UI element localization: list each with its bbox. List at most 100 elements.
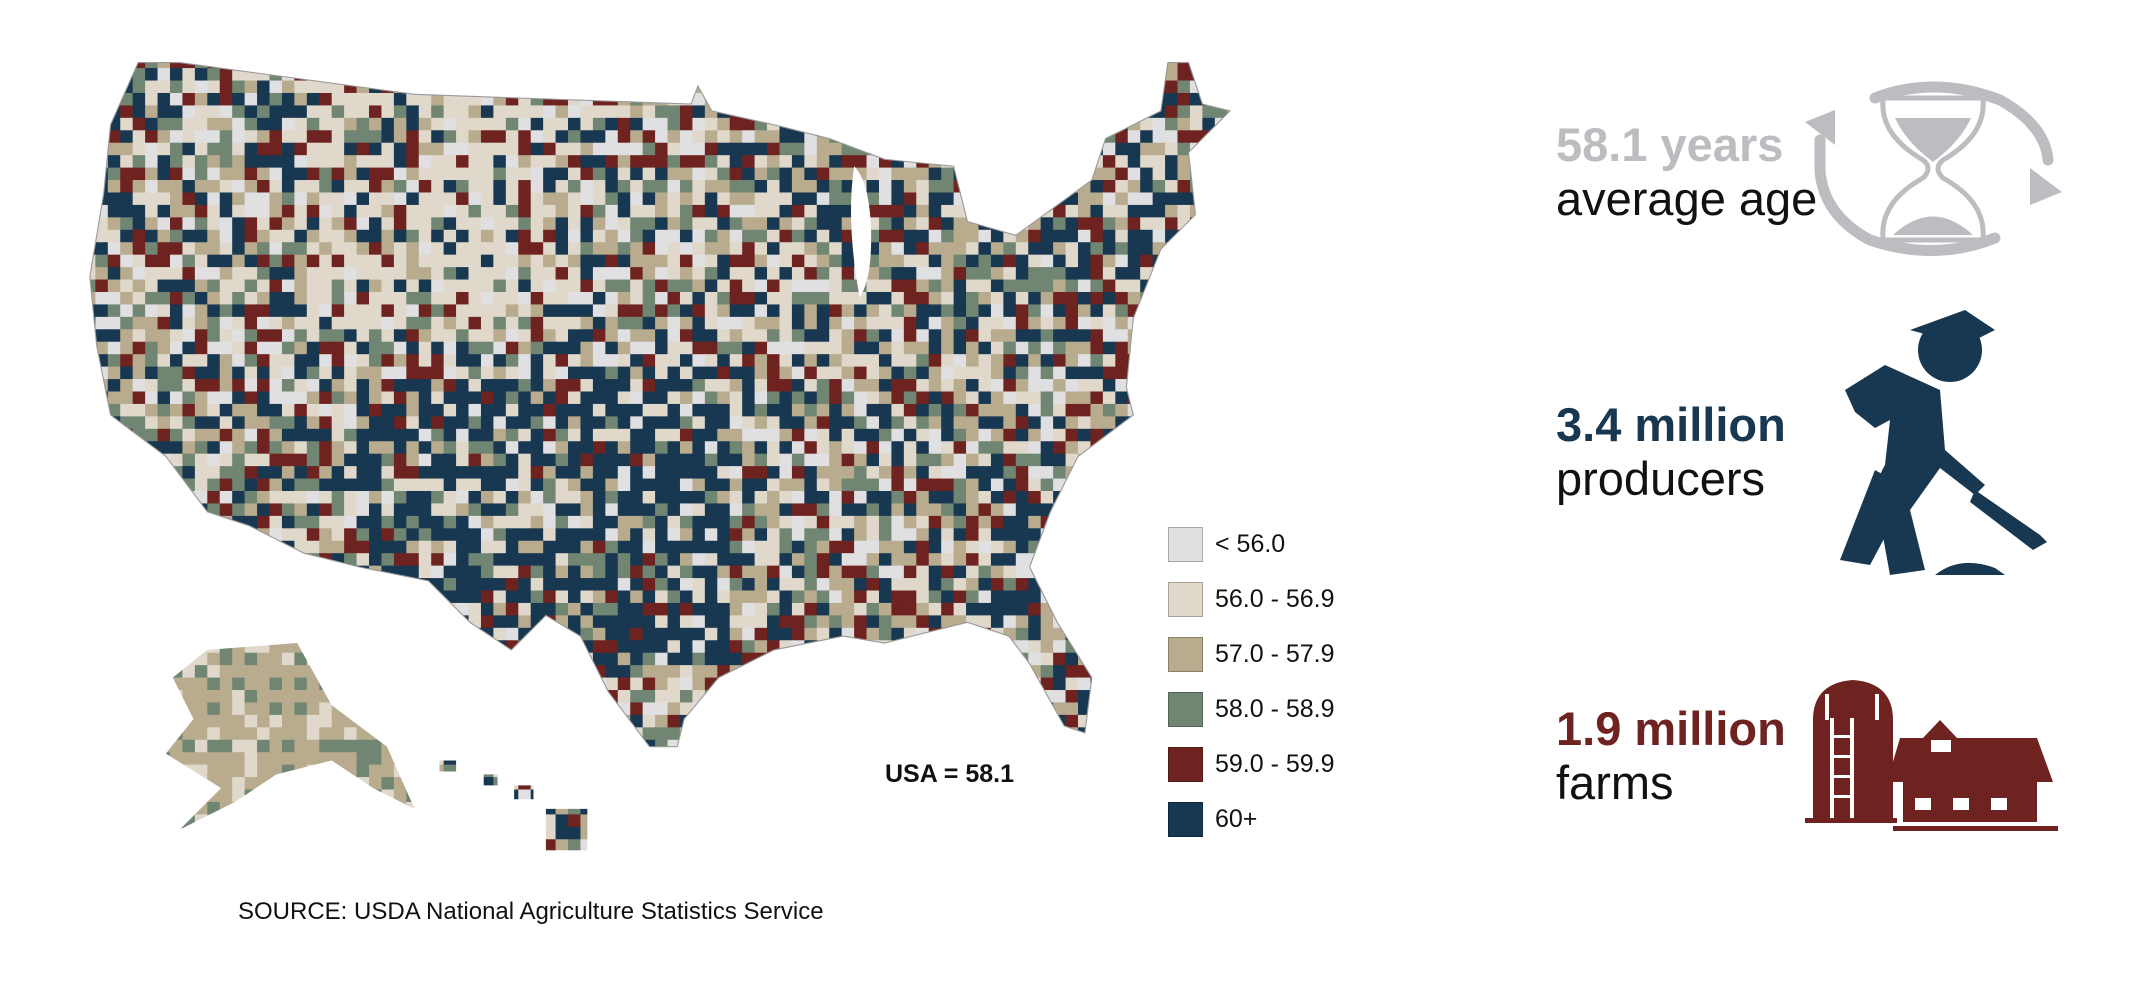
- county-cell: [406, 155, 420, 169]
- county-cell: [742, 341, 756, 355]
- county-cell: [717, 677, 731, 691]
- county-cell: [244, 192, 258, 206]
- county-cell: [1102, 503, 1116, 517]
- county-cell: [592, 379, 606, 392]
- county-cell: [294, 204, 308, 218]
- county-cell: [145, 627, 158, 641]
- county-cell: [1127, 503, 1141, 517]
- county-cell: [1003, 578, 1017, 591]
- county-cell: [854, 403, 867, 417]
- county-cell: [406, 627, 420, 641]
- county-cell: [655, 491, 668, 504]
- county-cell: [406, 341, 420, 355]
- county-cell: [406, 528, 420, 542]
- county-cell: [1078, 279, 1091, 293]
- county-cell: [1015, 515, 1029, 529]
- county-cell: [431, 403, 445, 417]
- county-cell: [1053, 68, 1066, 81]
- county-cell: [779, 428, 793, 442]
- county-cell: [692, 366, 706, 380]
- county-cell: [1189, 441, 1203, 455]
- county-cell: [1202, 217, 1216, 231]
- county-cell: [916, 652, 930, 666]
- county-cell: [754, 565, 768, 579]
- county-cell: [1065, 590, 1079, 604]
- county-cell: [543, 602, 556, 616]
- county-cell: [1177, 267, 1191, 280]
- county-cell: [704, 279, 718, 293]
- county-cell: [381, 515, 395, 529]
- county-cell: [543, 578, 556, 591]
- county-cell: [704, 304, 718, 318]
- county-cell: [219, 68, 233, 81]
- county-cell: [941, 677, 955, 691]
- county-cell: [978, 540, 992, 554]
- county-cell: [406, 540, 420, 554]
- county-cell: [617, 403, 631, 417]
- county-cell: [431, 155, 445, 169]
- county-cell: [816, 553, 830, 567]
- county-cell: [530, 180, 544, 193]
- county-cell: [891, 565, 905, 579]
- county-cell: [89, 540, 96, 554]
- county-cell: [555, 229, 569, 243]
- county-cell: [1214, 428, 1228, 442]
- county-cell: [605, 565, 619, 579]
- county-cell: [1053, 366, 1066, 380]
- county-cell: [89, 652, 96, 666]
- county-cell: [592, 316, 606, 330]
- county-cell: [468, 105, 482, 119]
- county-cell: [742, 180, 756, 193]
- county-cell: [655, 453, 668, 467]
- county-cell: [779, 453, 793, 467]
- county-cell: [1165, 167, 1178, 181]
- county-cell: [169, 403, 183, 417]
- county-cell: [381, 130, 395, 144]
- county-cell: [182, 615, 196, 629]
- county-cell: [704, 366, 718, 380]
- county-cell: [941, 366, 955, 380]
- county-cell: [742, 204, 756, 218]
- county-cell: [1227, 403, 1231, 417]
- county-cell: [331, 204, 345, 218]
- county-cell: [1053, 540, 1066, 554]
- county-cell: [530, 204, 544, 218]
- county-cell: [754, 217, 768, 231]
- county-cell: [1240, 466, 1253, 479]
- county-cell: [978, 304, 992, 318]
- county-cell: [269, 229, 283, 243]
- county-cell: [319, 167, 333, 181]
- county-cell: [1240, 367, 1253, 380]
- county-cell: [704, 167, 718, 181]
- county-cell: [543, 242, 556, 256]
- county-cell: [568, 366, 581, 380]
- county-cell: [679, 180, 693, 193]
- county-cell: [941, 92, 955, 106]
- county-cell: [592, 217, 606, 231]
- county-cell: [1102, 640, 1116, 654]
- county-cell: [1240, 416, 1253, 429]
- county-cell: [244, 428, 258, 442]
- county-cell: [605, 316, 619, 330]
- county-cell: [543, 553, 556, 567]
- county-cell: [966, 304, 979, 318]
- county-cell: [717, 167, 731, 181]
- county-cell: [480, 217, 494, 231]
- county-cell: [630, 441, 644, 455]
- county-cell: [866, 540, 880, 554]
- county-cell: [530, 341, 544, 355]
- county-cell: [319, 379, 333, 392]
- county-cell: [555, 354, 569, 368]
- county-cell: [331, 167, 345, 181]
- county-cell: [742, 80, 756, 94]
- county-cell: [207, 428, 221, 442]
- county-cell: [344, 466, 357, 479]
- county-cell: [779, 217, 793, 231]
- county-cell: [331, 441, 345, 455]
- county-cell: [816, 316, 830, 330]
- county-cell: [866, 702, 880, 716]
- county-cell: [120, 403, 134, 417]
- county-cell: [568, 229, 581, 243]
- county-cell: [642, 515, 656, 529]
- county-cell: [306, 366, 320, 380]
